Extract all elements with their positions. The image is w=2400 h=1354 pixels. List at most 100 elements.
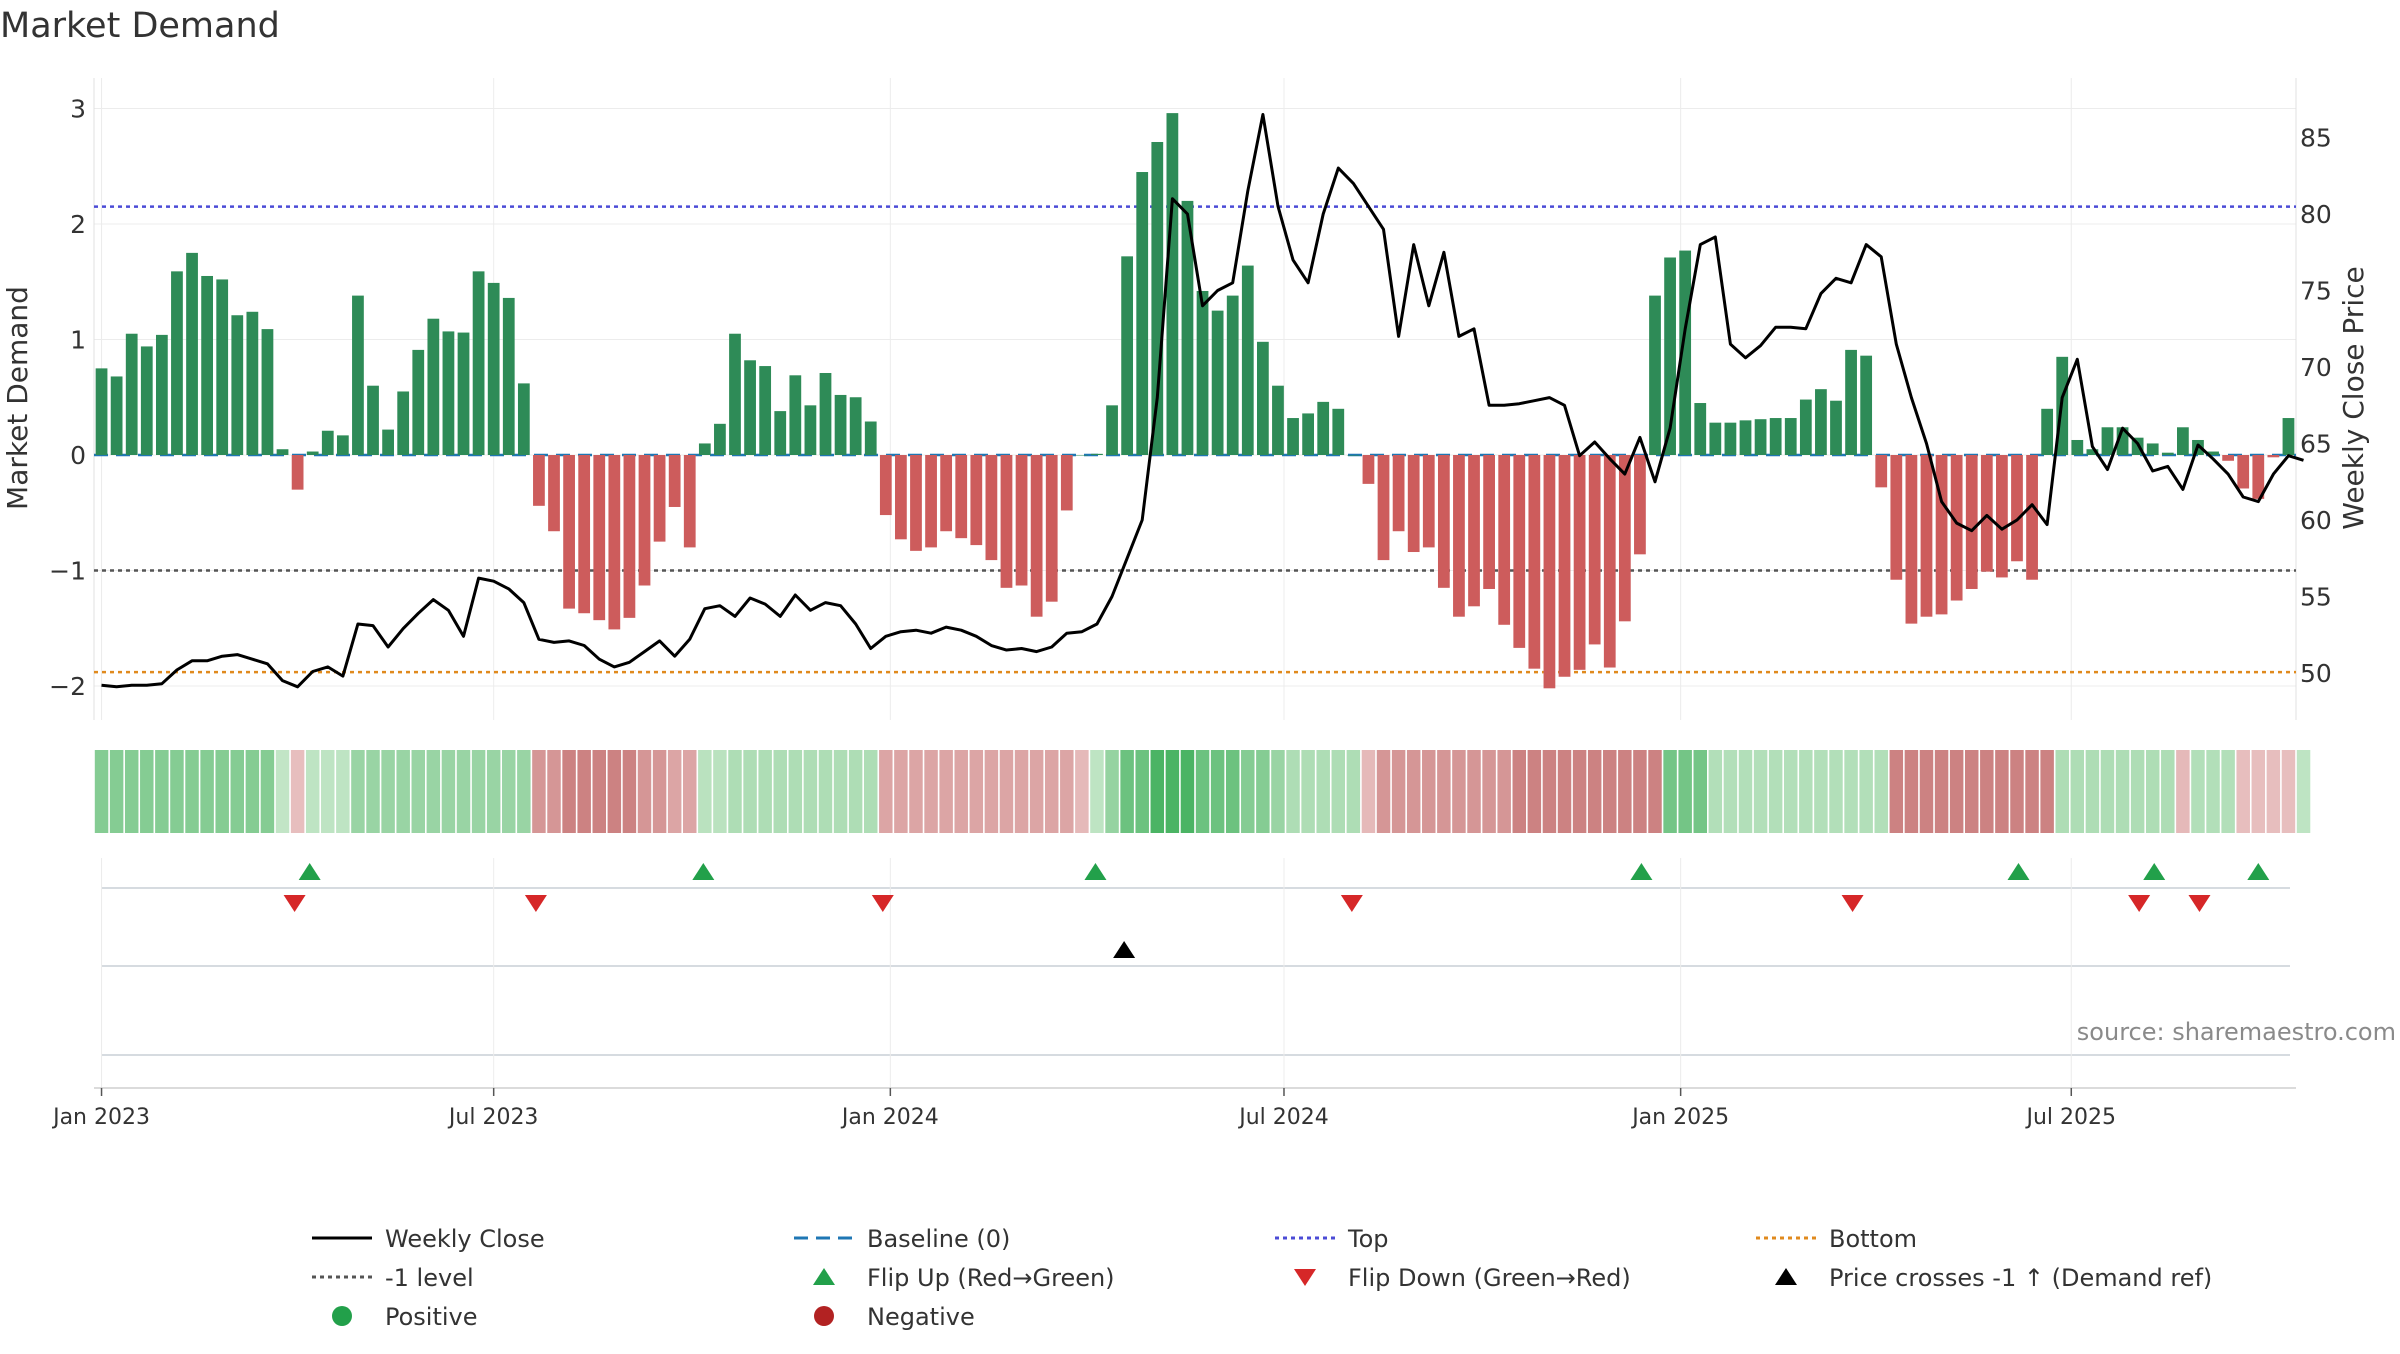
y-tick-label: 2 — [70, 210, 86, 239]
x-tick-label: Jan 2025 — [1630, 1105, 1729, 1130]
demand-bar — [186, 252, 198, 455]
heat-strip-cell — [305, 750, 320, 833]
demand-bar — [502, 297, 515, 455]
heat-strip-cell — [1301, 750, 1315, 833]
heat-strip-cell — [683, 750, 697, 833]
heat-strip-cell — [456, 750, 471, 833]
demand-bar — [1603, 455, 1616, 668]
demand-bar — [1935, 455, 1948, 615]
heat-strip-cell — [1105, 750, 1119, 833]
heat-strip-cell — [879, 750, 893, 833]
demand-bar — [367, 385, 379, 455]
demand-bar — [2222, 455, 2235, 461]
demand-bar — [668, 455, 681, 507]
demand-bar — [1618, 455, 1631, 622]
reference-lines — [94, 205, 2296, 674]
legend-swatch-triangle-down — [1294, 1269, 1316, 1286]
demand-bar — [352, 295, 364, 455]
source-note: source: sharemaestro.com — [2077, 1018, 2396, 1046]
heat-strip-cell — [1557, 750, 1572, 833]
demand-bar — [1754, 419, 1767, 455]
demand-bar — [412, 349, 425, 455]
heat-strip-cell — [1964, 750, 1979, 833]
flip-down-marker — [283, 895, 306, 912]
heat-strip-cell — [2100, 750, 2115, 833]
heat-strip-cell — [2206, 750, 2220, 833]
demand-bar — [548, 455, 560, 532]
heat-strip-cell — [1150, 750, 1165, 833]
demand-bar — [1860, 355, 1873, 455]
flip-down-marker — [871, 895, 894, 912]
heat-strip-cell — [1738, 750, 1753, 833]
demand-bar — [955, 455, 968, 539]
heat-strip-cell — [1723, 750, 1738, 833]
heat-strip-cell — [517, 750, 531, 833]
demand-bar — [216, 279, 229, 455]
heat-strip-cell — [1784, 750, 1798, 833]
demand-bar — [744, 360, 756, 455]
demand-bar — [1845, 349, 1857, 455]
demand-bar — [95, 368, 108, 455]
heat-strip-cell — [1029, 750, 1044, 833]
heat-strip-cell — [833, 750, 848, 833]
y2-axis-label: Weekly Close Price — [2337, 266, 2370, 529]
legend-label: Top — [1347, 1225, 1389, 1253]
heat-strip-cell — [1844, 750, 1858, 833]
demand-bar — [125, 333, 138, 455]
demand-bar — [849, 397, 862, 455]
demand-bar — [1226, 295, 1239, 455]
demand-bar — [201, 275, 213, 455]
demand-bar — [895, 455, 907, 540]
demand-bar — [1498, 455, 1511, 625]
demand-bar — [1287, 418, 1299, 455]
heat-strip-cell — [1256, 750, 1270, 833]
demand-bar — [1483, 455, 1495, 589]
heat-strip-cell — [124, 750, 139, 833]
heat-strip-cell — [411, 750, 426, 833]
demand-bar — [110, 376, 123, 455]
demand-bar — [1045, 455, 1058, 602]
demand-bar — [472, 271, 485, 455]
x-tick-label: Jul 2025 — [2025, 1105, 2117, 1130]
heat-strip-cell — [200, 750, 214, 833]
heat-strip-cell — [954, 750, 968, 833]
legend-label: Price crosses -1 ↑ (Demand ref) — [1829, 1264, 2212, 1292]
demand-bar — [2011, 455, 2023, 562]
heat-strip-cell — [1391, 750, 1406, 833]
demand-bar — [517, 383, 530, 455]
heat-strip-cell — [2040, 750, 2054, 833]
heat-strip-cell — [1995, 750, 2009, 833]
x-axis-ticks: Jan 2023 Jul 2023 Jan 2024 Jul 2024 Jan 2025… — [51, 1088, 2116, 1130]
y2-tick-label: 55 — [2300, 583, 2332, 612]
heat-strip-cell — [1452, 750, 1466, 833]
demand-bar — [623, 455, 636, 618]
heat-strip-cell — [939, 750, 953, 833]
flip-down-marker — [1340, 895, 1363, 912]
heat-strip-cell — [1271, 750, 1285, 833]
heat-strip-cell — [275, 750, 290, 833]
demand-bar — [1996, 455, 2008, 578]
y2-axis-ticks: 85 80 75 70 65 60 55 50 — [2300, 124, 2332, 689]
demand-bar — [1905, 455, 1918, 624]
demand-bar — [291, 455, 304, 490]
heat-strip-cell — [758, 750, 772, 833]
heat-strip-cell — [1542, 750, 1557, 833]
heat-strip-cell — [441, 750, 456, 833]
demand-bar — [1362, 455, 1375, 484]
main-grid — [93, 78, 2297, 720]
flip-down-marker — [2128, 895, 2151, 912]
heat-strip-cell — [863, 750, 878, 833]
heat-strip-cell — [788, 750, 803, 833]
heat-strip-cell — [1663, 750, 1677, 833]
demand-bar — [533, 455, 545, 506]
heat-strip-cell — [2055, 750, 2069, 833]
demand-bar — [714, 423, 726, 455]
demand-bar — [1679, 250, 1692, 455]
heat-strip-cell — [1678, 750, 1692, 833]
heat-strip-cell — [1467, 750, 1481, 833]
heat-strip-cell — [381, 750, 395, 833]
demand-bar — [2237, 455, 2250, 489]
y-tick-label: 0 — [70, 441, 86, 470]
heat-strip-cell — [713, 750, 727, 833]
